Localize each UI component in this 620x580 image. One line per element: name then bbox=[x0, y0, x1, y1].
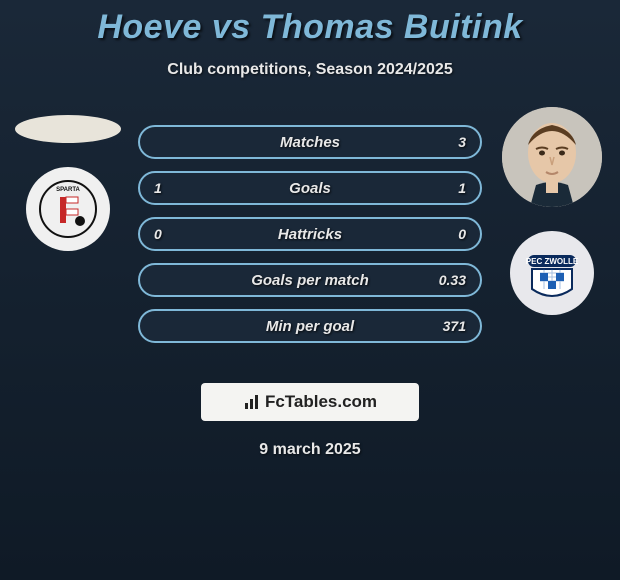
pec-zwolle-badge-icon: PEC ZWOLLE bbox=[510, 231, 594, 315]
player-left-photo bbox=[15, 115, 121, 143]
player-right-column: PEC ZWOLLE bbox=[492, 107, 612, 315]
stat-label: Matches bbox=[280, 134, 340, 151]
comparison-content: SPARTA PEC ZWOLLE bbox=[0, 107, 620, 367]
stat-rows: Matches 3 1 Goals 1 0 Hattricks 0 Goals … bbox=[138, 125, 482, 343]
player-left-club-badge: SPARTA bbox=[26, 167, 110, 251]
chart-icon bbox=[243, 393, 261, 411]
svg-text:SPARTA: SPARTA bbox=[56, 187, 80, 193]
player-left-column: SPARTA bbox=[8, 107, 128, 251]
stat-left-value: 0 bbox=[154, 226, 162, 242]
stat-row-goals: 1 Goals 1 bbox=[138, 171, 482, 205]
stat-right-value: 0 bbox=[458, 226, 466, 242]
stat-row-goals-per-match: Goals per match 0.33 bbox=[138, 263, 482, 297]
svg-text:PEC ZWOLLE: PEC ZWOLLE bbox=[526, 257, 579, 266]
page-subtitle: Club competitions, Season 2024/2025 bbox=[0, 61, 620, 79]
sparta-badge-icon: SPARTA bbox=[26, 167, 110, 251]
stat-right-value: 371 bbox=[443, 318, 466, 334]
stat-row-min-per-goal: Min per goal 371 bbox=[138, 309, 482, 343]
stat-right-value: 3 bbox=[458, 134, 466, 150]
stat-row-hattricks: 0 Hattricks 0 bbox=[138, 217, 482, 251]
player-right-photo bbox=[502, 107, 602, 207]
branding-pill[interactable]: FcTables.com bbox=[201, 383, 419, 421]
stat-right-value: 1 bbox=[458, 180, 466, 196]
stat-label: Hattricks bbox=[278, 226, 342, 243]
stat-row-matches: Matches 3 bbox=[138, 125, 482, 159]
stat-right-value: 0.33 bbox=[439, 272, 466, 288]
stat-label: Min per goal bbox=[266, 318, 354, 335]
branding-text: FcTables.com bbox=[265, 392, 377, 412]
stat-label: Goals per match bbox=[251, 272, 369, 289]
stat-label: Goals bbox=[289, 180, 331, 197]
player-right-club-badge: PEC ZWOLLE bbox=[510, 231, 594, 315]
page-title: Hoeve vs Thomas Buitink bbox=[0, 0, 620, 47]
player-face-icon bbox=[502, 107, 602, 207]
footer-date: 9 march 2025 bbox=[0, 441, 620, 459]
stat-left-value: 1 bbox=[154, 180, 162, 196]
